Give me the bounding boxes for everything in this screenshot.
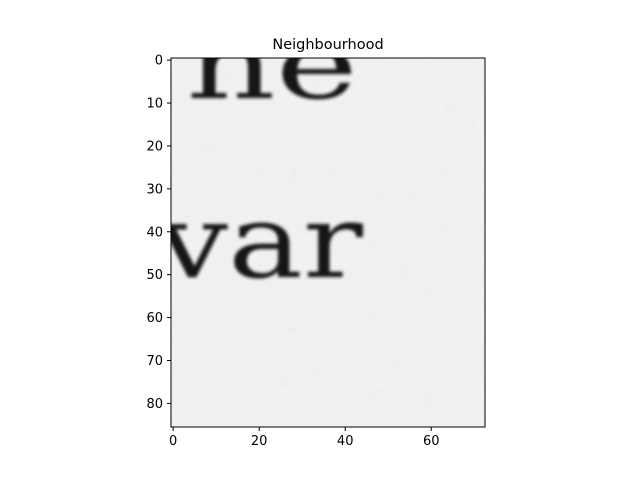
y-tick-label: 0	[155, 54, 163, 69]
axes-frame	[170, 57, 486, 428]
chart-title: Neighbourhood	[272, 37, 383, 53]
x-axis: 0 20 40 60	[169, 427, 440, 449]
x-tick-label: 20	[251, 434, 268, 449]
y-axis: 0 10 20 30 40 50 60 70 80	[146, 54, 171, 412]
text-glyphs: he var	[156, 9, 364, 302]
y-tick-label: 50	[146, 268, 163, 283]
y-tick-label: 70	[146, 354, 163, 369]
x-tick-label: 40	[337, 434, 354, 449]
text-line-2: var	[156, 183, 364, 302]
y-tick-label: 10	[146, 97, 163, 112]
x-tick-label: 0	[169, 434, 177, 449]
y-tick-label: 80	[146, 397, 163, 412]
y-tick-label: 60	[146, 311, 163, 326]
y-tick-label: 30	[146, 182, 163, 197]
text-line-1: he	[186, 9, 358, 121]
y-tick-label: 20	[146, 139, 163, 154]
y-tick-label: 40	[146, 225, 163, 240]
x-tick-label: 60	[423, 434, 440, 449]
image-area: he var	[156, 9, 485, 427]
image-grain	[171, 58, 485, 427]
